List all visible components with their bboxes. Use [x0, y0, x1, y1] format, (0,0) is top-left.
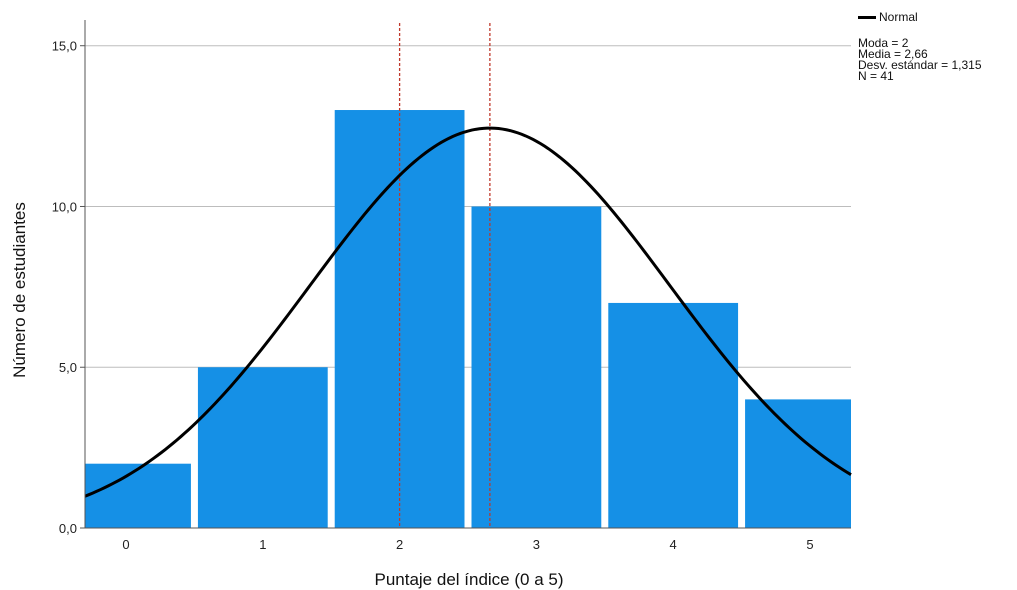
axes — [80, 20, 851, 529]
normal-line-swatch-icon — [858, 15, 876, 19]
x-tick-labels: 0 1 2 3 4 5 — [122, 537, 813, 552]
y-tick-label-0: 0,0 — [59, 521, 77, 536]
bar-0 — [85, 463, 191, 528]
bar-1 — [197, 367, 328, 528]
x-tick-label-0: 0 — [122, 537, 129, 552]
legend-normal-label: Normal — [879, 9, 918, 24]
stat-std: Desv. estándar = 1,315 — [858, 58, 982, 72]
y-axis-title: Número de estudiantes — [10, 202, 29, 378]
x-tick-label-3: 3 — [533, 537, 540, 552]
y-tick-label-2: 10,0 — [52, 199, 77, 214]
reference-lines — [398, 23, 491, 528]
stat-mean: Media = 2,66 — [858, 47, 928, 61]
stats-box: Moda = 2 Media = 2,66 Desv. estándar = 1… — [858, 36, 982, 83]
bars — [85, 110, 851, 528]
y-tick-label-3: 15,0 — [52, 39, 77, 54]
x-tick-label-2: 2 — [396, 537, 403, 552]
bar-4 — [608, 302, 739, 528]
x-axis-title: Puntaje del índice (0 a 5) — [374, 570, 563, 589]
normal-curve-layer — [84, 126, 852, 498]
stat-mode: Moda = 2 — [858, 36, 909, 50]
legend-item-normal: Normal — [858, 9, 982, 25]
stat-n: N = 41 — [858, 69, 894, 83]
bar-3 — [471, 206, 602, 528]
x-tick-label-1: 1 — [259, 537, 266, 552]
x-tick-label-5: 5 — [806, 537, 813, 552]
legend: Normal Moda = 2 Media = 2,66 Desv. están… — [858, 9, 982, 82]
y-tick-label-1: 5,0 — [59, 360, 77, 375]
x-tick-label-4: 4 — [670, 537, 677, 552]
normal-curve — [84, 126, 852, 498]
y-tick-labels: 0,0 5,0 10,0 15,0 — [52, 39, 77, 536]
